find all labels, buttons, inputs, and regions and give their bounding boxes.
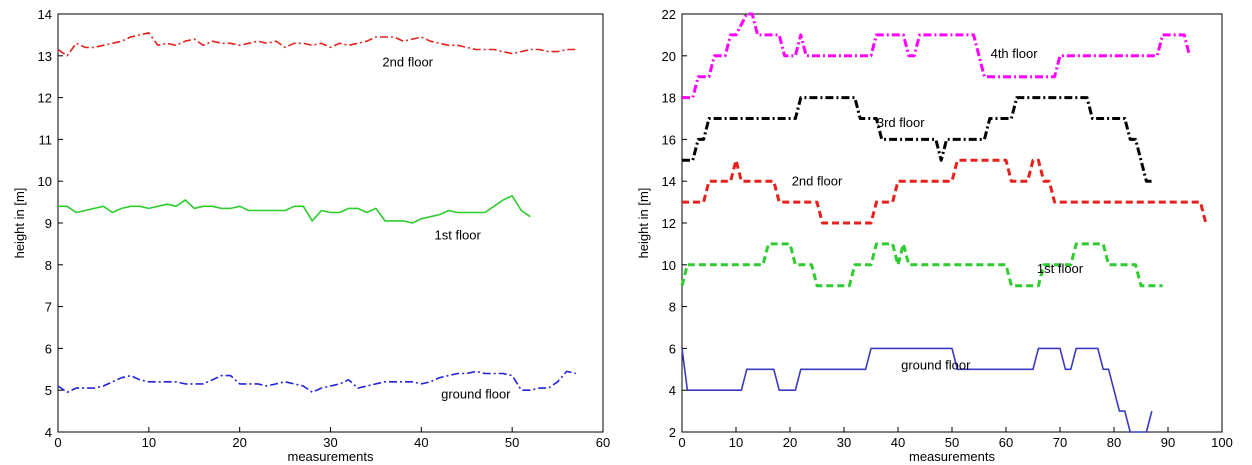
x-tick-label: 90 — [1161, 435, 1175, 450]
chart-right: 0 10 20 30 40 50 60 70 80 90 100 2 4 6 8 10 12 14 16 18 20 22… — [636, 7, 1233, 464]
series-annotation: ground floor — [901, 357, 971, 372]
x-tick-label: 50 — [945, 435, 959, 450]
x-axis-label-right: measurements — [909, 449, 995, 464]
y-tick-label: 9 — [45, 216, 52, 231]
y-tick-label: 4 — [45, 425, 52, 440]
series-annotation: 1st floor — [1037, 261, 1084, 276]
y-tick-label: 12 — [38, 91, 52, 106]
x-tick-label: 20 — [232, 435, 246, 450]
axis-ticks-left: 0 10 20 30 40 50 60 4 5 6 7 8 9 10 11 12 13 14 — [38, 7, 611, 450]
series-annotation: 4th floor — [991, 46, 1039, 61]
annotations-left: 2nd floor 1st floor ground floor — [382, 54, 511, 401]
y-axis-label-right: height in [m] — [636, 188, 651, 259]
plot-frame-left — [57, 13, 604, 433]
y-tick-label: 11 — [39, 132, 53, 147]
series-left — [57, 31, 576, 394]
y-tick-label: 2 — [669, 425, 676, 440]
x-axis-label-left: measurements — [288, 449, 374, 464]
series-annotation: 2nd floor — [792, 173, 843, 188]
series-right — [680, 12, 1208, 433]
series-annotation: 1st floor — [435, 228, 482, 243]
x-tick-label: 70 — [1053, 435, 1067, 450]
series-annotation: 2nd floor — [382, 54, 433, 69]
series-line-1st-floor — [58, 195, 531, 224]
y-tick-label: 5 — [45, 383, 52, 398]
y-tick-label: 16 — [662, 132, 676, 147]
x-tick-label: 10 — [142, 435, 156, 450]
y-tick-label: 10 — [662, 258, 676, 273]
y-tick-label: 8 — [669, 300, 676, 315]
chart-left: 0 10 20 30 40 50 60 4 5 6 7 8 9 10 11 12 13 14 2nd floor 1… — [12, 7, 610, 464]
series-annotation: ground floor — [441, 387, 511, 402]
x-tick-label: 30 — [837, 435, 851, 450]
y-axis-label-left: height in [m] — [12, 188, 27, 259]
series-line-4th-floor — [682, 12, 1192, 100]
series-line-3rd-floor — [682, 96, 1152, 183]
series-annotation: 3rd floor — [877, 115, 925, 130]
y-tick-label: 6 — [669, 341, 676, 356]
x-tick-label: 100 — [1211, 435, 1233, 450]
y-tick-label: 6 — [45, 341, 52, 356]
y-tick-label: 13 — [38, 49, 52, 64]
y-tick-label: 8 — [45, 258, 52, 273]
y-tick-label: 22 — [662, 7, 676, 22]
x-tick-label: 60 — [999, 435, 1013, 450]
y-tick-label: 20 — [662, 49, 676, 64]
x-tick-label: 60 — [596, 435, 610, 450]
annotations-right: 4th floor 3rd floor 2nd floor 1st floor grou… — [792, 46, 1084, 372]
x-tick-label: 30 — [323, 435, 337, 450]
axis-ticks-right: 0 10 20 30 40 50 60 70 80 90 100 2 4 6 8 10 12 14 16 18 20 22 — [662, 7, 1233, 450]
x-tick-label: 50 — [505, 435, 519, 450]
series-line-1st-floor — [680, 242, 1163, 288]
x-tick-label: 80 — [1107, 435, 1121, 450]
x-tick-label: 0 — [54, 435, 61, 450]
series-line-ground-floor — [57, 370, 576, 394]
y-tick-label: 18 — [662, 91, 676, 106]
y-tick-label: 7 — [45, 300, 52, 315]
x-tick-label: 40 — [891, 435, 905, 450]
y-tick-label: 14 — [38, 7, 52, 22]
y-tick-label: 14 — [662, 174, 676, 189]
x-tick-label: 0 — [678, 435, 685, 450]
series-line-ground-floor — [681, 347, 1153, 433]
series-line-2nd-floor — [57, 31, 576, 57]
y-tick-label: 12 — [662, 216, 676, 231]
y-tick-label: 4 — [669, 383, 676, 398]
series-line-2nd-floor — [682, 158, 1208, 225]
y-tick-label: 10 — [38, 174, 52, 189]
x-tick-label: 20 — [783, 435, 797, 450]
x-tick-label: 10 — [729, 435, 743, 450]
x-tick-label: 40 — [414, 435, 428, 450]
